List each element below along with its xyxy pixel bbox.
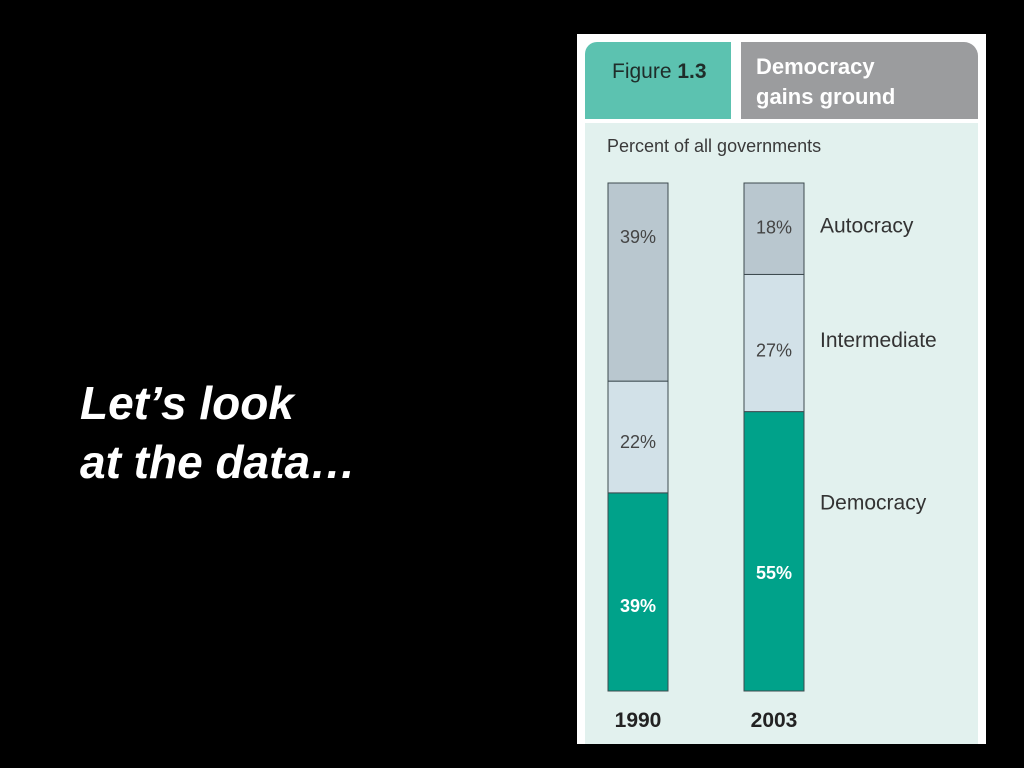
figure-title: Democracy gains ground [756,52,895,112]
data-label-1990-democracy: 39% [620,596,656,616]
bar-2003-autocracy [743,182,805,275]
x-tick-label-2003: 2003 [751,709,798,732]
bar-2003-intermediate [743,273,805,413]
x-tick-label-1990: 1990 [615,709,662,732]
legend-label-autocracy: Autocracy [820,215,914,238]
slide-caption: Let’s look at the data… [80,374,356,492]
legend-label-intermediate: Intermediate [820,329,937,352]
figure-label-prefix: Figure [612,60,672,83]
figure-title-box: Democracy gains ground [741,42,978,119]
caption-line-2: at the data… [80,436,357,488]
bar-2003-democracy [743,411,805,692]
data-label-2003-autocracy: 18% [756,217,792,237]
figure-title-line-2: gains ground [756,84,896,109]
figure-number-tab: Figure 1.3 [585,42,731,119]
figure-label-number: 1.3 [677,60,707,83]
stacked-bar-chart: 39% 22% 39% 1990 55% 27% 18% 2003 Democracy Inter… [607,182,937,732]
figure-title-line-1: Democracy [756,54,875,79]
bar-1990-intermediate [607,380,669,494]
figure-panel: Figure 1.3 Democracy gains ground Percen… [577,34,986,744]
data-label-1990-intermediate: 22% [620,432,656,452]
bar-1990-democracy [607,492,669,692]
bar-1990-autocracy [607,182,669,382]
data-label-2003-democracy: 55% [756,563,792,583]
data-label-2003-intermediate: 27% [756,341,792,361]
chart-subtitle: Percent of all governments [607,136,822,156]
legend-label-democracy: Democracy [820,491,927,514]
plot-panel: Percent of all governments 39% 22% 39% 1990… [585,123,978,744]
data-label-1990-autocracy: 39% [620,227,656,247]
figure-label: Figure 1.3 [612,60,707,84]
caption-line-1: Let’s look [80,377,294,429]
